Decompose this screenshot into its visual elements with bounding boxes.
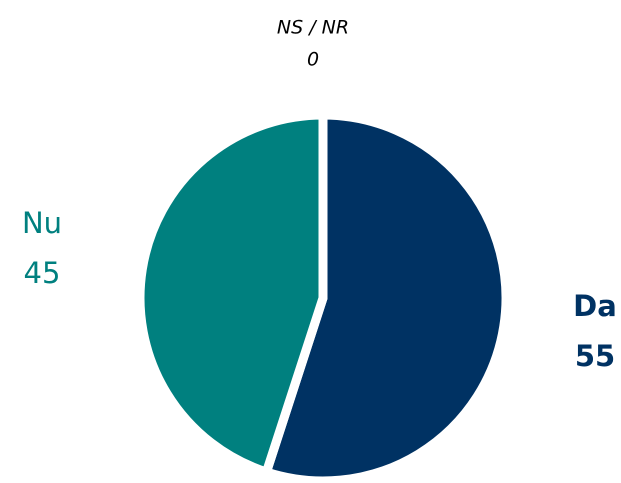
- slice-label: NS / NR: [277, 17, 349, 39]
- slice-label: Nu: [22, 206, 62, 240]
- pie-slice: [135, 110, 328, 478]
- slice-label: Da: [573, 289, 617, 323]
- slice-value: 45: [24, 256, 61, 290]
- slice-value: 55: [575, 339, 615, 373]
- slice-value: 0: [307, 49, 319, 71]
